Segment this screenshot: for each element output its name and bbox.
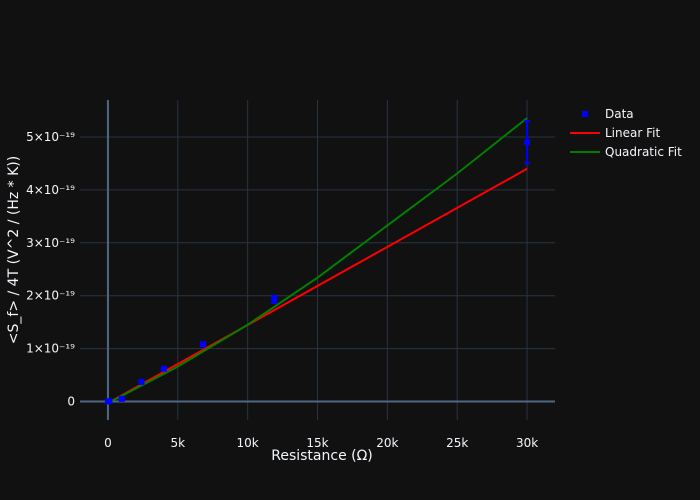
legend[interactable]: Data Linear Fit Quadratic Fit [570, 107, 682, 159]
legend-marker [582, 111, 588, 117]
series-linear-fit [107, 167, 528, 404]
x-tick-label: 30k [516, 436, 538, 450]
legend-label: Quadratic Fit [605, 145, 682, 159]
x-tick-label: 20k [376, 436, 398, 450]
y-tick-label: 5×10⁻¹⁹ [26, 130, 75, 144]
data-point[interactable] [160, 365, 167, 372]
y-axis-title: <S_f> / 4T (V^2 / (Hz * K)) [6, 156, 22, 344]
x-tick-label: 15k [306, 436, 328, 450]
y-tick-label: 3×10⁻¹⁹ [26, 236, 75, 250]
y-tick-label: 0 [67, 394, 75, 408]
legend-label: Linear Fit [605, 126, 660, 140]
data-point[interactable] [118, 395, 125, 402]
data-point[interactable] [199, 341, 206, 348]
y-tick-label: 4×10⁻¹⁹ [26, 183, 75, 197]
grid-layer [80, 100, 555, 420]
legend-item-quadratic-fit[interactable]: Quadratic Fit [570, 145, 682, 159]
data-point[interactable] [106, 398, 113, 405]
legend-label: Data [605, 107, 634, 121]
x-tick-label: 0 [104, 436, 112, 450]
series-data [104, 120, 531, 405]
fit-line [107, 167, 528, 404]
x-axis: 0 5k 10k 15k 20k 25k 30k [104, 436, 538, 450]
x-tick-label: 5k [170, 436, 185, 450]
data-point[interactable] [271, 296, 278, 303]
plot-area [104, 117, 531, 405]
fit-line [107, 117, 528, 404]
y-axis: 0 1×10⁻¹⁹ 2×10⁻¹⁹ 3×10⁻¹⁹ 4×10⁻¹⁹ 5×10⁻¹⁹ [26, 130, 75, 408]
zero-lines [80, 100, 555, 420]
legend-item-linear-fit[interactable]: Linear Fit [570, 126, 660, 140]
x-tick-label: 25k [446, 436, 468, 450]
data-point[interactable] [138, 378, 145, 385]
y-tick-label: 2×10⁻¹⁹ [26, 289, 75, 303]
legend-item-data[interactable]: Data [582, 107, 634, 121]
data-point[interactable] [524, 139, 531, 146]
x-tick-label: 10k [237, 436, 259, 450]
series-quadratic-fit [107, 117, 528, 404]
x-axis-title: Resistance (Ω) [271, 448, 373, 464]
y-tick-label: 1×10⁻¹⁹ [26, 342, 75, 356]
